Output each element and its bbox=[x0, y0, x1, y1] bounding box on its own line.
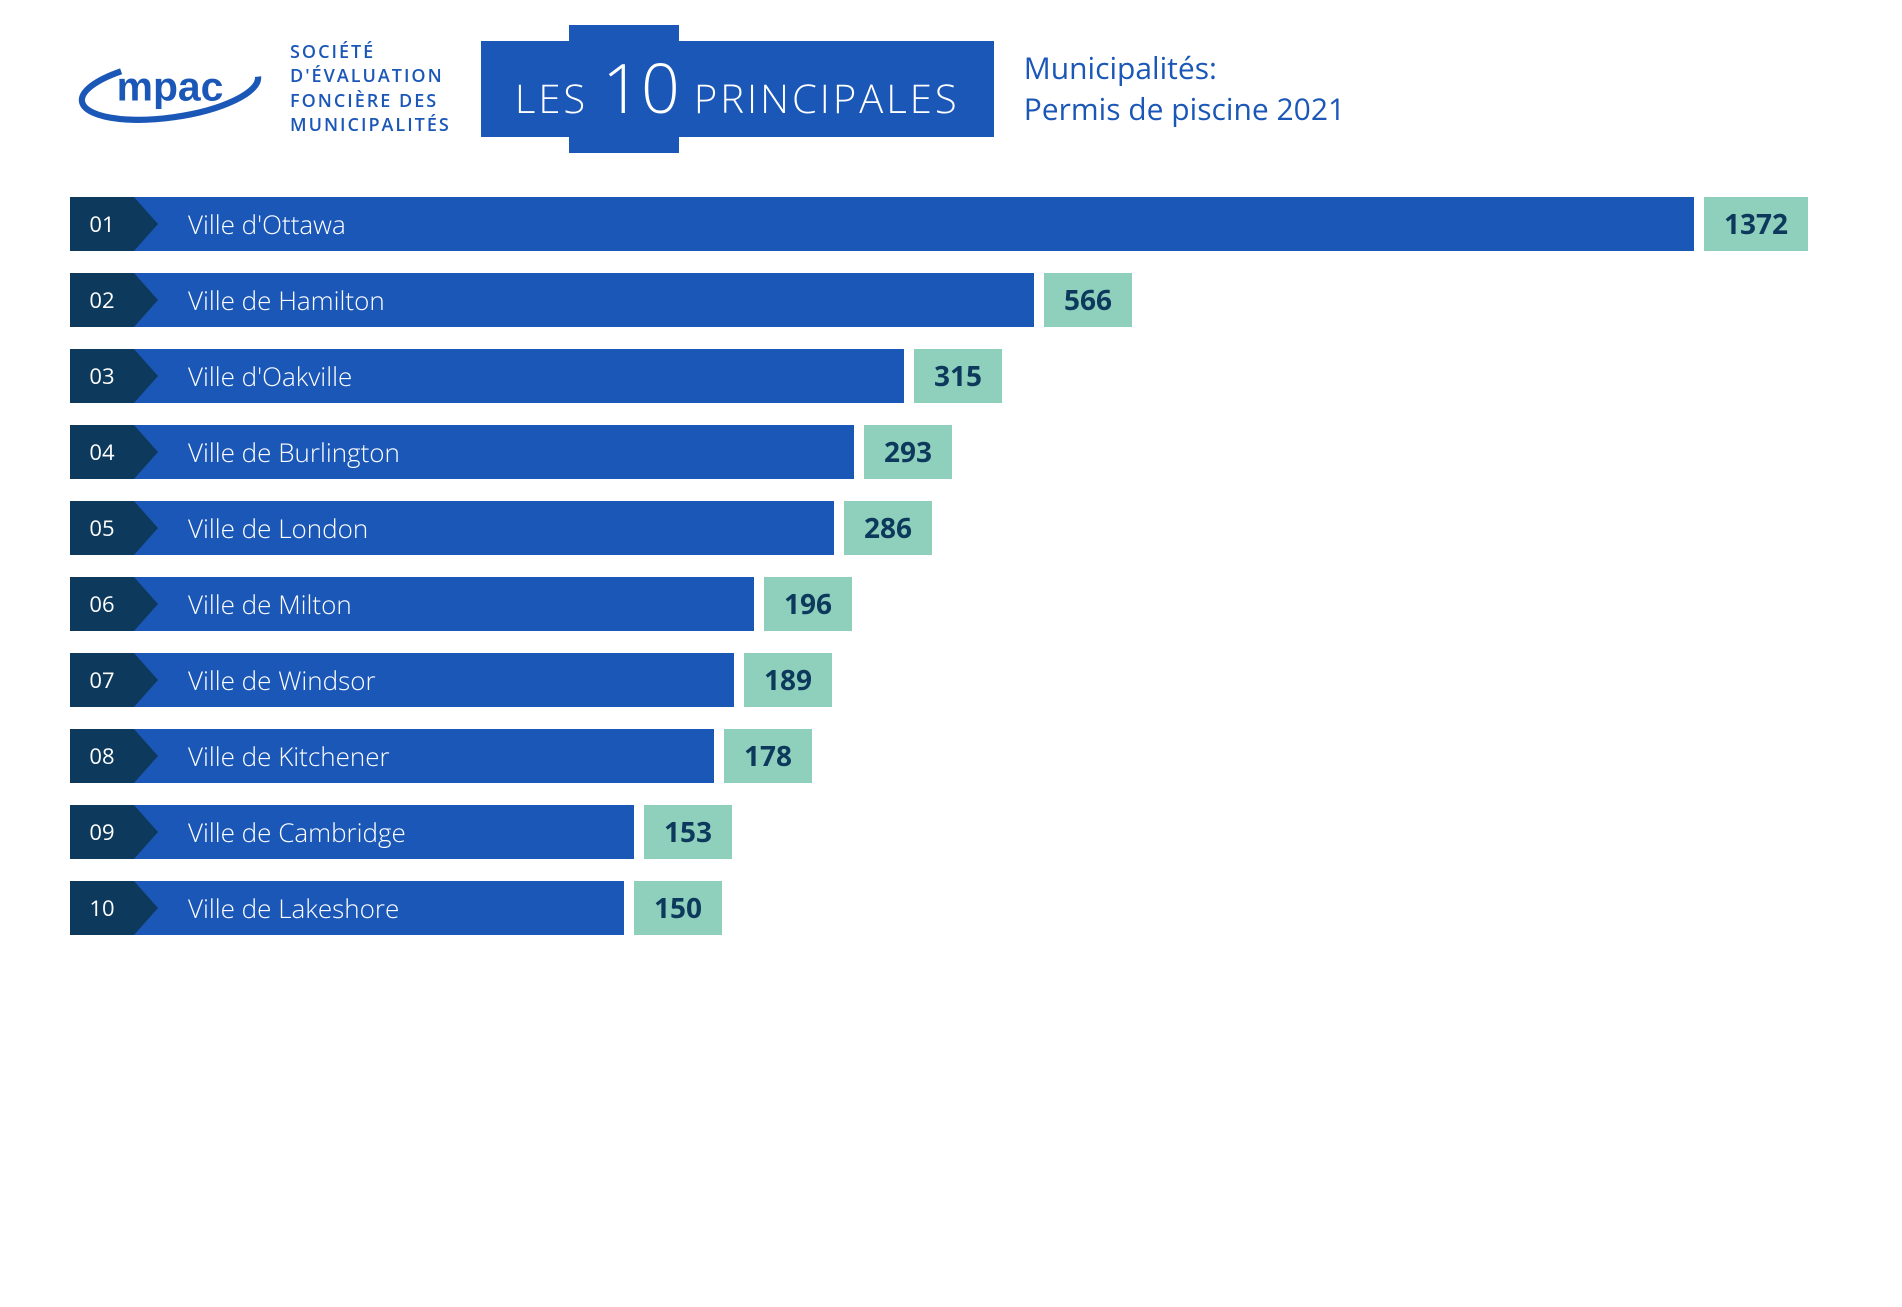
bar-fill: Ville de Milton bbox=[134, 577, 754, 631]
org-name-line: MUNICIPALITÉS bbox=[290, 113, 451, 137]
bar-fill: Ville de London bbox=[134, 501, 834, 555]
org-name: SOCIÉTÉ D'ÉVALUATION FONCIÈRE DES MUNICI… bbox=[290, 40, 451, 137]
bar-fill: Ville de Kitchener bbox=[134, 729, 714, 783]
subtitle-line2: Permis de piscine 2021 bbox=[1024, 89, 1345, 130]
subtitle: Municipalités: Permis de piscine 2021 bbox=[1024, 48, 1345, 129]
title-badge: LES 10 PRINCIPALES bbox=[481, 43, 994, 135]
chart-row: 10Ville de Lakeshore150 bbox=[70, 881, 1832, 935]
subtitle-line1: Municipalités: bbox=[1024, 48, 1345, 89]
ranked-bar-chart: 01Ville d'Ottawa1372 02Ville de Hamilton5… bbox=[70, 197, 1832, 935]
value-box: 196 bbox=[764, 577, 852, 631]
value-box: 286 bbox=[844, 501, 932, 555]
rank-box: 08 bbox=[70, 729, 134, 783]
title-number: 10 bbox=[602, 53, 680, 121]
mpac-logo-icon: mpac bbox=[70, 49, 270, 129]
org-name-line: D'ÉVALUATION bbox=[290, 64, 451, 88]
title-les: LES bbox=[515, 70, 588, 125]
bar-fill: Ville de Burlington bbox=[134, 425, 854, 479]
value-box: 293 bbox=[864, 425, 952, 479]
value-box: 150 bbox=[634, 881, 722, 935]
chart-row: 09Ville de Cambridge153 bbox=[70, 805, 1832, 859]
header: mpac SOCIÉTÉ D'ÉVALUATION FONCIÈRE DES M… bbox=[70, 40, 1832, 137]
rank-box: 03 bbox=[70, 349, 134, 403]
value-box: 189 bbox=[744, 653, 832, 707]
chart-row: 02Ville de Hamilton566 bbox=[70, 273, 1832, 327]
chart-row: 03Ville d'Oakville315 bbox=[70, 349, 1832, 403]
chart-row: 05Ville de London286 bbox=[70, 501, 1832, 555]
rank-box: 01 bbox=[70, 197, 134, 251]
rank-box: 04 bbox=[70, 425, 134, 479]
org-name-line: SOCIÉTÉ bbox=[290, 40, 451, 64]
chart-row: 04Ville de Burlington293 bbox=[70, 425, 1832, 479]
chart-row: 01Ville d'Ottawa1372 bbox=[70, 197, 1832, 251]
rank-box: 07 bbox=[70, 653, 134, 707]
chart-row: 06Ville de Milton196 bbox=[70, 577, 1832, 631]
title-princ: PRINCIPALES bbox=[694, 70, 960, 125]
bar-fill: Ville d'Oakville bbox=[134, 349, 904, 403]
rank-box: 09 bbox=[70, 805, 134, 859]
bar-fill: Ville de Cambridge bbox=[134, 805, 634, 859]
value-box: 1372 bbox=[1704, 197, 1808, 251]
bar-fill: Ville de Lakeshore bbox=[134, 881, 624, 935]
bar-fill: Ville d'Ottawa bbox=[134, 197, 1694, 251]
chart-row: 08Ville de Kitchener178 bbox=[70, 729, 1832, 783]
value-box: 315 bbox=[914, 349, 1002, 403]
rank-box: 02 bbox=[70, 273, 134, 327]
rank-box: 10 bbox=[70, 881, 134, 935]
value-box: 178 bbox=[724, 729, 812, 783]
title-badge-bar: LES 10 PRINCIPALES bbox=[481, 41, 994, 137]
org-name-line: FONCIÈRE DES bbox=[290, 89, 451, 113]
chart-row: 07Ville de Windsor189 bbox=[70, 653, 1832, 707]
svg-text:mpac: mpac bbox=[117, 63, 224, 109]
value-box: 566 bbox=[1044, 273, 1132, 327]
value-box: 153 bbox=[644, 805, 732, 859]
bar-fill: Ville de Hamilton bbox=[134, 273, 1034, 327]
bar-fill: Ville de Windsor bbox=[134, 653, 734, 707]
logo-block: mpac SOCIÉTÉ D'ÉVALUATION FONCIÈRE DES M… bbox=[70, 40, 451, 137]
rank-box: 06 bbox=[70, 577, 134, 631]
rank-box: 05 bbox=[70, 501, 134, 555]
